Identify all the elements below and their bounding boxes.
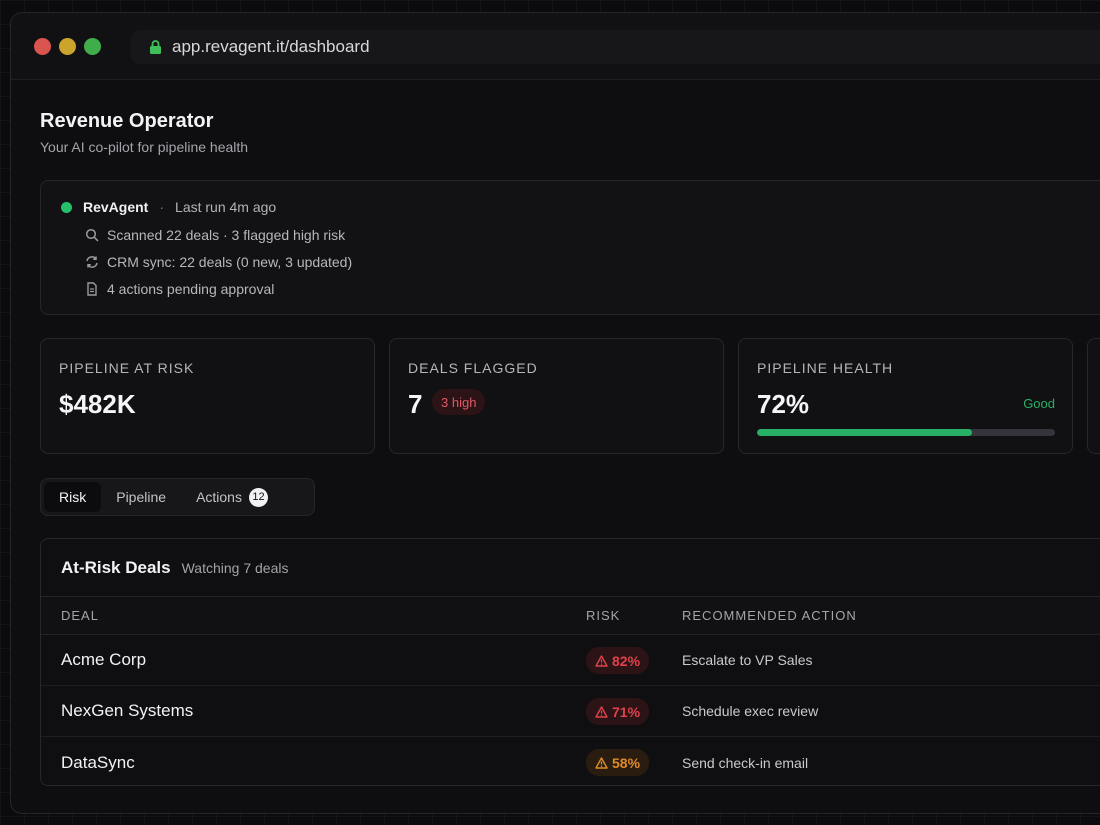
agent-pending-line: 4 actions pending approval [85,281,274,297]
column-header-deal[interactable]: DEAL [61,608,99,623]
close-window-button[interactable] [34,38,51,55]
recommended-action: Schedule exec review [682,703,819,719]
agent-last-run: Last run 4m ago [175,199,277,215]
address-bar[interactable]: app.revagent.it/dashboard [131,30,1100,64]
lock-icon [149,40,162,54]
minimize-window-button[interactable] [59,38,76,55]
high-risk-badge: 3 high [432,389,486,415]
risk-value: 82% [612,652,641,669]
agent-sync-text: CRM sync: 22 deals (0 new, 3 updated) [107,254,353,270]
agent-separator: · [159,199,165,215]
search-icon [85,228,99,242]
warning-icon [595,705,608,718]
warning-icon [595,654,608,667]
agent-sync-line: CRM sync: 22 deals (0 new, 3 updated) [85,254,352,270]
document-icon [87,282,97,296]
url-text: app.revagent.it/dashboard [172,37,370,56]
table-row[interactable]: Acme Corp 82% Escalate to VP Sales [41,635,1100,686]
deal-name[interactable]: DataSync [61,752,135,772]
pipeline-at-risk-card: PIPELINE AT RISK $482K [40,338,375,454]
page-subtitle: Your AI co-pilot for pipeline health [40,139,249,155]
warning-icon [595,756,608,769]
table-row[interactable]: NexGen Systems 71% Schedule exec review [41,686,1100,737]
tab-pipeline[interactable]: Pipeline [116,489,167,505]
pipeline-at-risk-label: PIPELINE AT RISK [59,360,195,376]
table-row[interactable]: DataSync 58% Send check-in email [41,737,1100,785]
at-risk-deals-table: At-Risk Deals Watching 7 deals DEAL RISK… [40,538,1100,786]
risk-badge: 58% [586,749,650,776]
column-header-risk[interactable]: RISK [586,608,621,623]
agent-name: RevAgent [83,199,149,215]
deals-flagged-value: 7 [408,389,423,419]
health-progress-fill [757,429,972,436]
pipeline-health-card: PIPELINE HEALTH 72% Good [738,338,1073,454]
recommended-action: Send check-in email [682,754,809,771]
tab-actions-label: Actions [196,489,242,505]
table-subtitle: Watching 7 deals [181,559,289,576]
tab-actions[interactable]: Actions 12 [181,482,283,512]
sync-icon [86,256,98,268]
health-status-label: Good [1023,396,1055,411]
deal-name[interactable]: NexGen Systems [61,701,194,720]
table-header: At-Risk Deals Watching 7 deals [41,539,1100,597]
column-headers: DEAL RISK RECOMMENDED ACTION [41,597,1100,635]
deals-flagged-label: DEALS FLAGGED [408,360,538,376]
agent-online-indicator [61,201,72,213]
maximize-window-button[interactable] [84,38,101,55]
agent-scan-line: Scanned 22 deals · 3 flagged high risk [85,227,345,243]
risk-value: 71% [612,703,641,720]
recommended-action: Escalate to VP Sales [682,652,813,668]
table-title: At-Risk Deals [61,557,171,577]
pipeline-at-risk-value: $482K [59,389,136,419]
page-title: Revenue Operator [40,110,214,132]
risk-value: 58% [612,754,641,771]
agent-pending-text: 4 actions pending approval [107,281,275,297]
actions-count-badge: 12 [248,487,268,507]
extra-stat-card [1087,338,1100,454]
pipeline-health-label: PIPELINE HEALTH [757,360,894,376]
risk-badge: 71% [586,698,650,725]
view-tabs: Risk Pipeline Actions 12 [40,478,315,516]
agent-scan-text: Scanned 22 deals · 3 flagged high risk [107,227,346,243]
risk-badge: 82% [586,647,650,674]
agent-status-card: RevAgent · Last run 4m ago Scanned 22 de… [40,180,1100,315]
deals-flagged-card: DEALS FLAGGED 7 3 high [389,338,724,454]
browser-titlebar: app.revagent.it/dashboard [11,13,1100,80]
health-progress-bar [757,429,1055,436]
deal-name[interactable]: Acme Corp [61,650,147,669]
pipeline-health-value: 72% [757,389,810,419]
tab-risk[interactable]: Risk [44,482,102,512]
browser-window: app.revagent.it/dashboard Revenue Operat… [10,12,1100,814]
column-header-action[interactable]: RECOMMENDED ACTION [682,608,857,623]
